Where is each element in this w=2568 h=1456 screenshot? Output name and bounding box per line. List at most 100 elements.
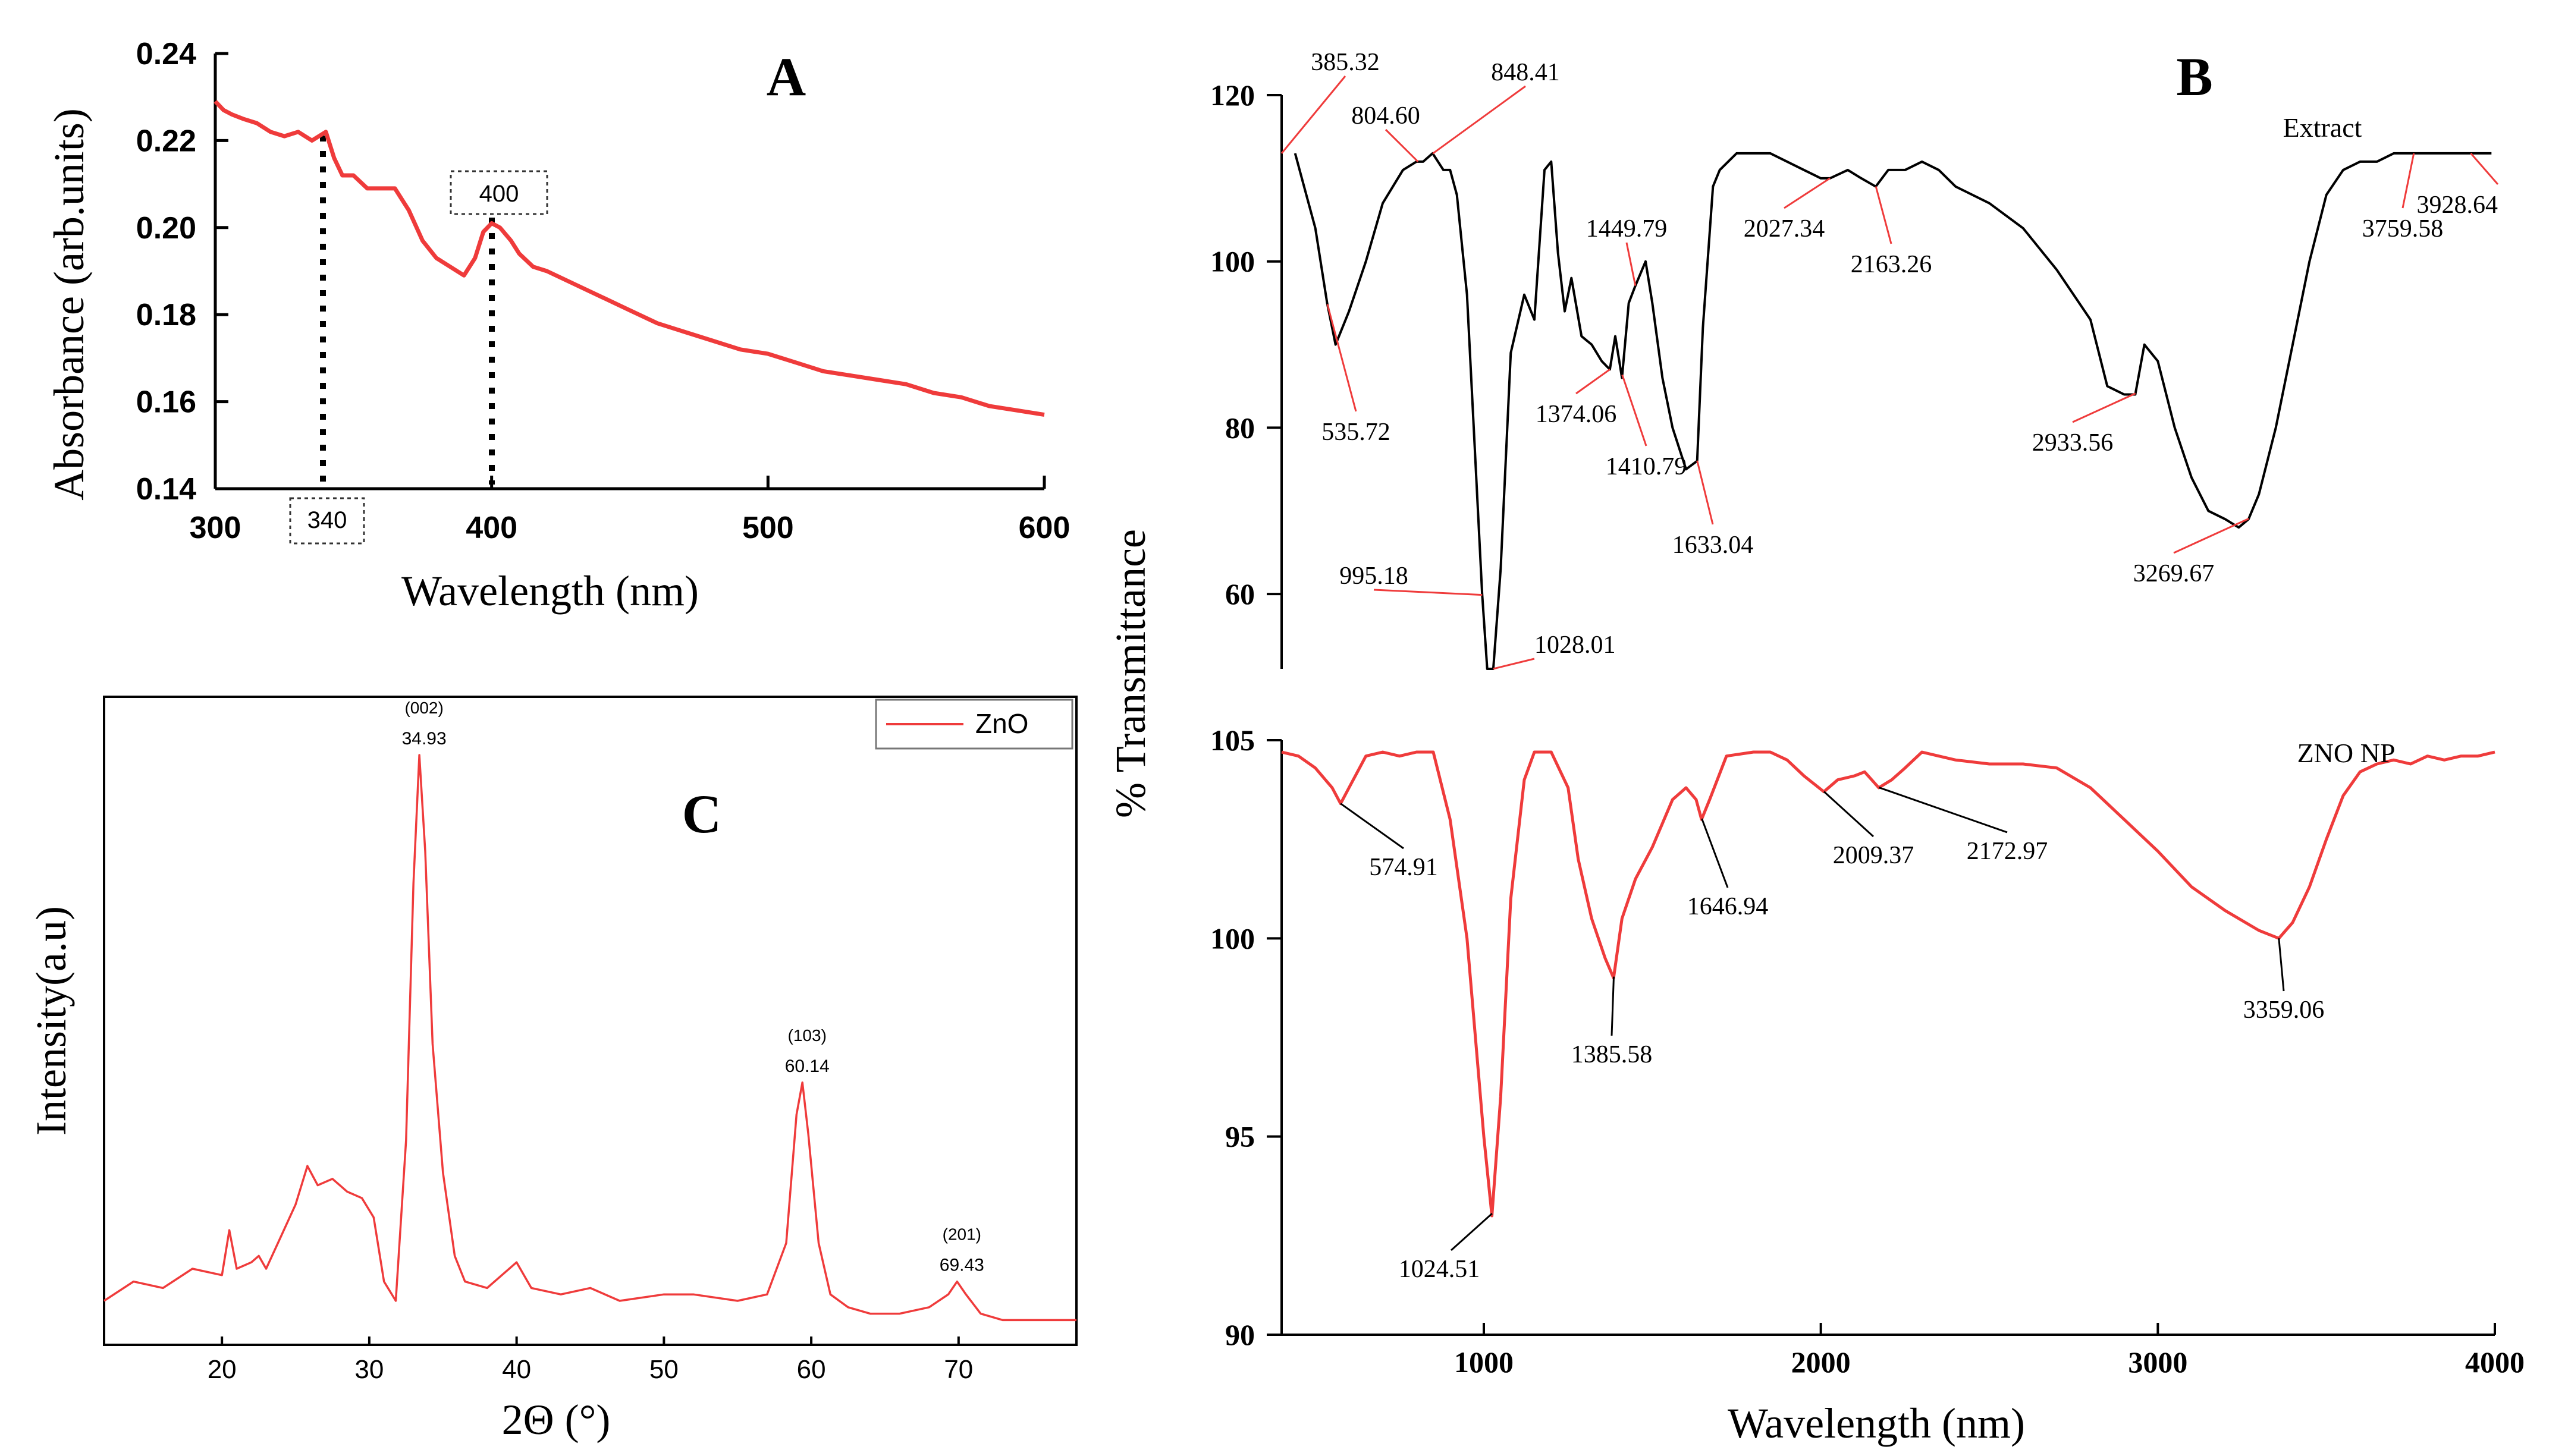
panel-b-bottom-peak-label: 2172.97	[1967, 838, 2048, 865]
panel-a-x-tick-label: 500	[742, 511, 794, 545]
panel-b-bottom-peak-leader	[1340, 803, 1404, 850]
panel-a-x-axis-label: Wavelength (nm)	[401, 567, 699, 615]
panel-b-top-y-tick-label: 60	[1225, 577, 1255, 611]
panel-b-top-peak-leader	[1625, 242, 1637, 286]
panel-b-top-peak-leader	[1875, 186, 1892, 244]
panel-b-top-peak-leader	[1621, 375, 1647, 446]
panel-c-legend-label: ZnO	[975, 708, 1028, 739]
panel-b-top-peak-leader	[1784, 177, 1831, 209]
panel-b-bottom-peak-leader	[1701, 818, 1729, 888]
panel-b-bottom-peak-label: 1385.58	[1571, 1041, 1653, 1068]
panel-b-top-peak-leader	[1373, 589, 1483, 596]
panel-b-top-y-tick-label: 80	[1225, 411, 1255, 444]
panel-c-peak-value-label: 69.43	[940, 1256, 984, 1275]
panel-b-top-peak-label: 2027.34	[1744, 215, 1825, 243]
panel-b-bottom-peak-label: 3359.06	[2243, 996, 2325, 1024]
panel-b-top-peak-leader	[2072, 392, 2136, 423]
panel-b-top-peak-label: 2163.26	[1851, 251, 1932, 278]
panel-a-y-tick-label: 0.14	[136, 472, 196, 507]
panel-b-top-peak-label: 1028.01	[1534, 631, 1616, 659]
panel-a-x-tick-label: 400	[466, 511, 517, 545]
panel-c-x-tick-label: 30	[354, 1355, 384, 1384]
panel-b-bottom-peak-leader	[1611, 976, 1615, 1036]
panel-a-title: A	[767, 46, 806, 107]
panel-b-bottom-peak-leader	[1823, 791, 1875, 838]
panel-b-top-peak-label: 995.18	[1339, 562, 1408, 590]
panel-b-top-peak-leader	[2173, 517, 2249, 554]
panel-c-legend	[875, 699, 1073, 750]
panel-c-x-tick-label: 60	[797, 1355, 826, 1384]
panel-b-top-peak-leader	[1326, 304, 1357, 412]
panel-c-xrd-chart: 20 30 40 50 60 70 (002) 34.93 (103) 60.14 (201) 69…	[27, 696, 1078, 1444]
panel-b-top-peak-label: 3269.67	[2133, 560, 2215, 587]
panel-b-ftir-chart: 60 80 100 120 90 95 100 105 1000 2000 3000 4000 3…	[1107, 46, 2525, 1447]
panel-b-x-axis-label: Wavelength (nm)	[1728, 1400, 2025, 1447]
panel-b-top-peak-label: 1410.79	[1606, 453, 1687, 480]
panel-b-bottom-peak-leader	[1879, 787, 2008, 834]
panel-b-top-peak-label: 1449.79	[1586, 215, 1668, 243]
panel-b-zno-np-legend: ZNO NP	[2297, 738, 2396, 768]
panel-c-plot-frame	[103, 696, 1078, 1346]
panel-a-y-tick-label: 0.20	[136, 211, 196, 246]
panel-b-x-tick-label: 3000	[2128, 1345, 2187, 1379]
panel-c-peak-hkl-label: (201)	[943, 1225, 981, 1244]
panel-a-y-tick-label: 0.24	[136, 37, 196, 71]
panel-c-y-axis-label: Intensity(a.u)	[27, 906, 75, 1136]
panel-b-bottom-peak-leader	[1450, 1212, 1493, 1251]
panel-c-peak-value-label: 34.93	[402, 729, 447, 749]
panel-b-bottom-peak-label: 2009.37	[1833, 842, 1914, 869]
panel-c-peak-hkl-label: (103)	[788, 1026, 827, 1045]
panel-b-top-peak-leader	[1280, 76, 1346, 154]
panel-b-top-peak-leader	[2470, 152, 2499, 185]
panel-b-top-peak-leader	[1385, 128, 1419, 162]
panel-b-bottom-peak-label: 1024.51	[1399, 1256, 1480, 1283]
panel-c-title: C	[682, 784, 721, 844]
panel-b-bottom-peak-leader	[2278, 938, 2285, 992]
panel-c-x-tick-label: 70	[944, 1355, 973, 1384]
panel-b-top-peak-label: 848.41	[1491, 59, 1560, 86]
panel-a-absorbance-line	[214, 100, 1045, 417]
panel-b-bottom-y-tick-label: 90	[1225, 1318, 1255, 1351]
panel-a-marker-400-label: 400	[479, 181, 519, 207]
panel-b-extract-line	[1294, 152, 2492, 670]
panel-a-y-tick-label: 0.16	[136, 385, 196, 420]
panel-b-x-tick-label: 1000	[1454, 1345, 1514, 1379]
panel-b-top-y-tick-label: 100	[1210, 245, 1255, 278]
panel-a-y-tick-label: 0.22	[136, 124, 196, 158]
panel-a-y-axis-label: Absorbance (arb.units)	[45, 108, 93, 501]
panel-b-bottom-peak-label: 574.91	[1369, 854, 1438, 881]
panel-a-x-tick-label: 600	[1019, 511, 1070, 545]
panel-c-x-tick-label: 50	[649, 1355, 679, 1384]
panel-b-top-peak-leader	[1432, 85, 1526, 155]
panel-c-peak-hkl-label: (002)	[404, 699, 443, 717]
panel-b-top-peak-label: 3759.58	[2362, 215, 2444, 243]
panel-b-title: B	[2176, 46, 2212, 107]
panel-b-bottom-y-tick-label: 100	[1210, 922, 1255, 955]
panel-b-top-peak-leader	[1575, 369, 1611, 395]
panel-b-zno-np-line	[1281, 750, 2495, 1218]
panel-c-x-tick-label: 20	[208, 1355, 237, 1384]
panel-c-x-tick-label: 40	[502, 1355, 531, 1384]
panel-b-top-peak-leader	[1696, 460, 1714, 525]
panel-b-top-peak-label: 2933.56	[2032, 429, 2114, 457]
panel-b-bottom-peak-label: 1646.94	[1687, 893, 1769, 920]
panel-b-top-peak-leader	[2401, 153, 2415, 209]
panel-b-top-y-tick-label: 120	[1210, 78, 1255, 112]
panel-a-marker-340-label: 340	[307, 507, 347, 533]
panel-b-x-tick-label: 2000	[1791, 1345, 1851, 1379]
panel-b-x-tick-label: 4000	[2465, 1345, 2525, 1379]
panel-b-y-axis-label: % Transmittance	[1107, 529, 1154, 818]
panel-b-top-peak-label: 1374.06	[1536, 401, 1617, 428]
panel-a-x-tick-label: 300	[190, 511, 241, 545]
panel-b-top-peak-label: 804.60	[1351, 102, 1420, 130]
panel-c-peak-value-label: 60.14	[785, 1056, 830, 1076]
panel-b-top-peak-label: 385.32	[1311, 49, 1380, 76]
panel-a-marker-400-box	[450, 170, 548, 215]
panel-a-absorbance-chart: 0.14 0.16 0.18 0.20 0.22 0.24 300 400 500 600 40…	[45, 37, 1070, 615]
panel-b-bottom-y-tick-label: 95	[1225, 1120, 1255, 1153]
panel-a-marker-340-box	[289, 497, 365, 545]
panel-b-extract-legend: Extract	[2283, 112, 2362, 143]
panel-b-top-peak-label: 1633.04	[1672, 532, 1754, 559]
